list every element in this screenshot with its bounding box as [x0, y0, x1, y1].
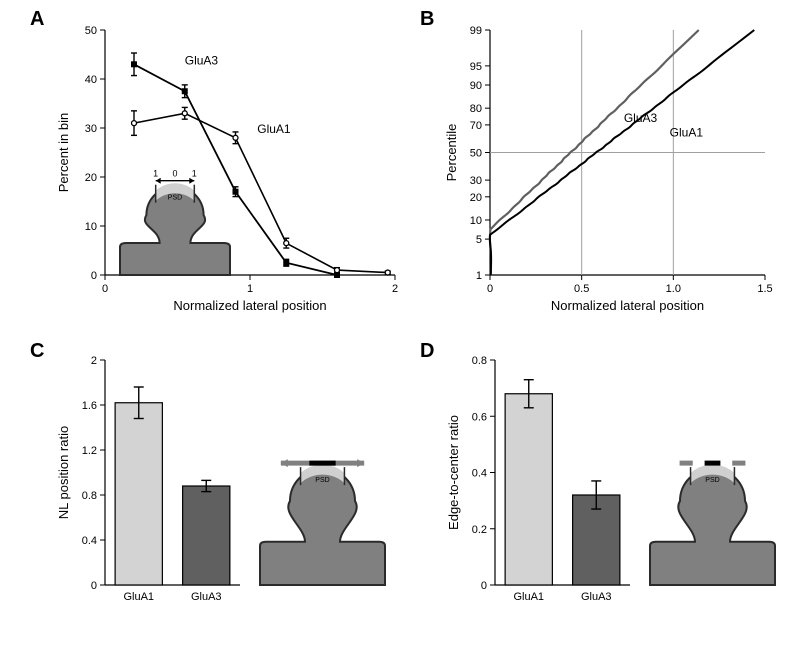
svg-text:Percentile: Percentile	[444, 124, 459, 182]
svg-text:GluA3: GluA3	[581, 591, 612, 603]
svg-text:50: 50	[470, 148, 482, 160]
svg-text:30: 30	[85, 123, 97, 135]
svg-text:0: 0	[481, 580, 487, 592]
svg-text:5: 5	[476, 234, 482, 246]
panel-c-svg: 0 0.4 0.8 1.2 1.6 2 NL position ratio GluA1 GluA…	[50, 350, 410, 640]
svg-text:PSD: PSD	[705, 477, 719, 484]
panel-a-svg: 01201020304050Normalized lateral positio…	[50, 15, 410, 325]
svg-text:1.2: 1.2	[82, 445, 97, 457]
svg-text:GluA1: GluA1	[257, 122, 291, 136]
panel-d-svg: 0 0.2 0.4 0.6 0.8 Edge-to-center ratio GluA1 Gl…	[440, 350, 780, 640]
svg-text:20: 20	[85, 172, 97, 184]
svg-text:1.6: 1.6	[82, 400, 97, 412]
svg-text:NL position ratio: NL position ratio	[56, 426, 71, 519]
svg-text:GluA1: GluA1	[513, 591, 544, 603]
panel-label-c: C	[30, 340, 44, 363]
svg-text:0.2: 0.2	[472, 524, 487, 536]
svg-text:GluA1: GluA1	[670, 125, 704, 139]
svg-text:Normalized lateral position: Normalized lateral position	[551, 298, 704, 313]
svg-text:Edge-to-center ratio: Edge-to-center ratio	[446, 415, 461, 530]
svg-text:2: 2	[91, 355, 97, 367]
svg-text:0: 0	[172, 169, 177, 179]
svg-text:0.4: 0.4	[472, 468, 487, 480]
svg-text:90: 90	[470, 80, 482, 92]
svg-text:70: 70	[470, 120, 482, 132]
svg-text:GluA3: GluA3	[191, 591, 222, 603]
svg-text:PSD: PSD	[168, 195, 182, 202]
svg-text:Percent in bin: Percent in bin	[56, 113, 71, 193]
svg-text:0.6: 0.6	[472, 411, 487, 423]
svg-text:99: 99	[470, 25, 482, 37]
svg-text:0: 0	[91, 270, 97, 282]
panel-d: 0 0.2 0.4 0.6 0.8 Edge-to-center ratio GluA1 Gl…	[440, 350, 780, 640]
svg-text:PSD: PSD	[315, 477, 329, 484]
svg-text:Normalized lateral position: Normalized lateral position	[173, 298, 326, 313]
svg-text:1: 1	[247, 283, 253, 295]
svg-text:50: 50	[85, 25, 97, 37]
svg-text:10: 10	[470, 215, 482, 227]
svg-text:0: 0	[91, 580, 97, 592]
svg-text:1: 1	[192, 169, 197, 179]
panel-label-d: D	[420, 340, 434, 363]
figure-root: A B C D 01201020304050Normalized lateral…	[0, 0, 800, 645]
svg-text:0: 0	[102, 283, 108, 295]
panel-b: 0 0.5 1.0 1.5 1 5 10 20 30 50 70 80 90 95 99 Normalized…	[440, 15, 780, 325]
panel-label-a: A	[30, 8, 44, 31]
svg-text:1.5: 1.5	[757, 283, 772, 295]
panel-c: 0 0.4 0.8 1.2 1.6 2 NL position ratio GluA1 GluA…	[50, 350, 410, 640]
panel-a: 01201020304050Normalized lateral positio…	[50, 15, 410, 325]
svg-text:GluA3: GluA3	[624, 111, 658, 125]
svg-text:1.0: 1.0	[666, 283, 681, 295]
svg-text:GluA1: GluA1	[123, 591, 154, 603]
panel-b-svg: 0 0.5 1.0 1.5 1 5 10 20 30 50 70 80 90 95 99 Normalized…	[440, 15, 780, 325]
svg-text:10: 10	[85, 221, 97, 233]
svg-text:95: 95	[470, 61, 482, 73]
svg-text:1: 1	[153, 169, 158, 179]
svg-text:0.8: 0.8	[82, 490, 97, 502]
svg-text:80: 80	[470, 103, 482, 115]
svg-text:30: 30	[470, 175, 482, 187]
svg-text:40: 40	[85, 74, 97, 86]
svg-text:20: 20	[470, 192, 482, 204]
panel-label-b: B	[420, 8, 434, 31]
svg-text:0.5: 0.5	[574, 283, 589, 295]
svg-text:0: 0	[487, 283, 493, 295]
svg-text:0.8: 0.8	[472, 355, 487, 367]
svg-text:0.4: 0.4	[82, 535, 97, 547]
svg-text:1: 1	[476, 270, 482, 282]
svg-text:GluA3: GluA3	[185, 53, 219, 67]
svg-text:2: 2	[392, 283, 398, 295]
